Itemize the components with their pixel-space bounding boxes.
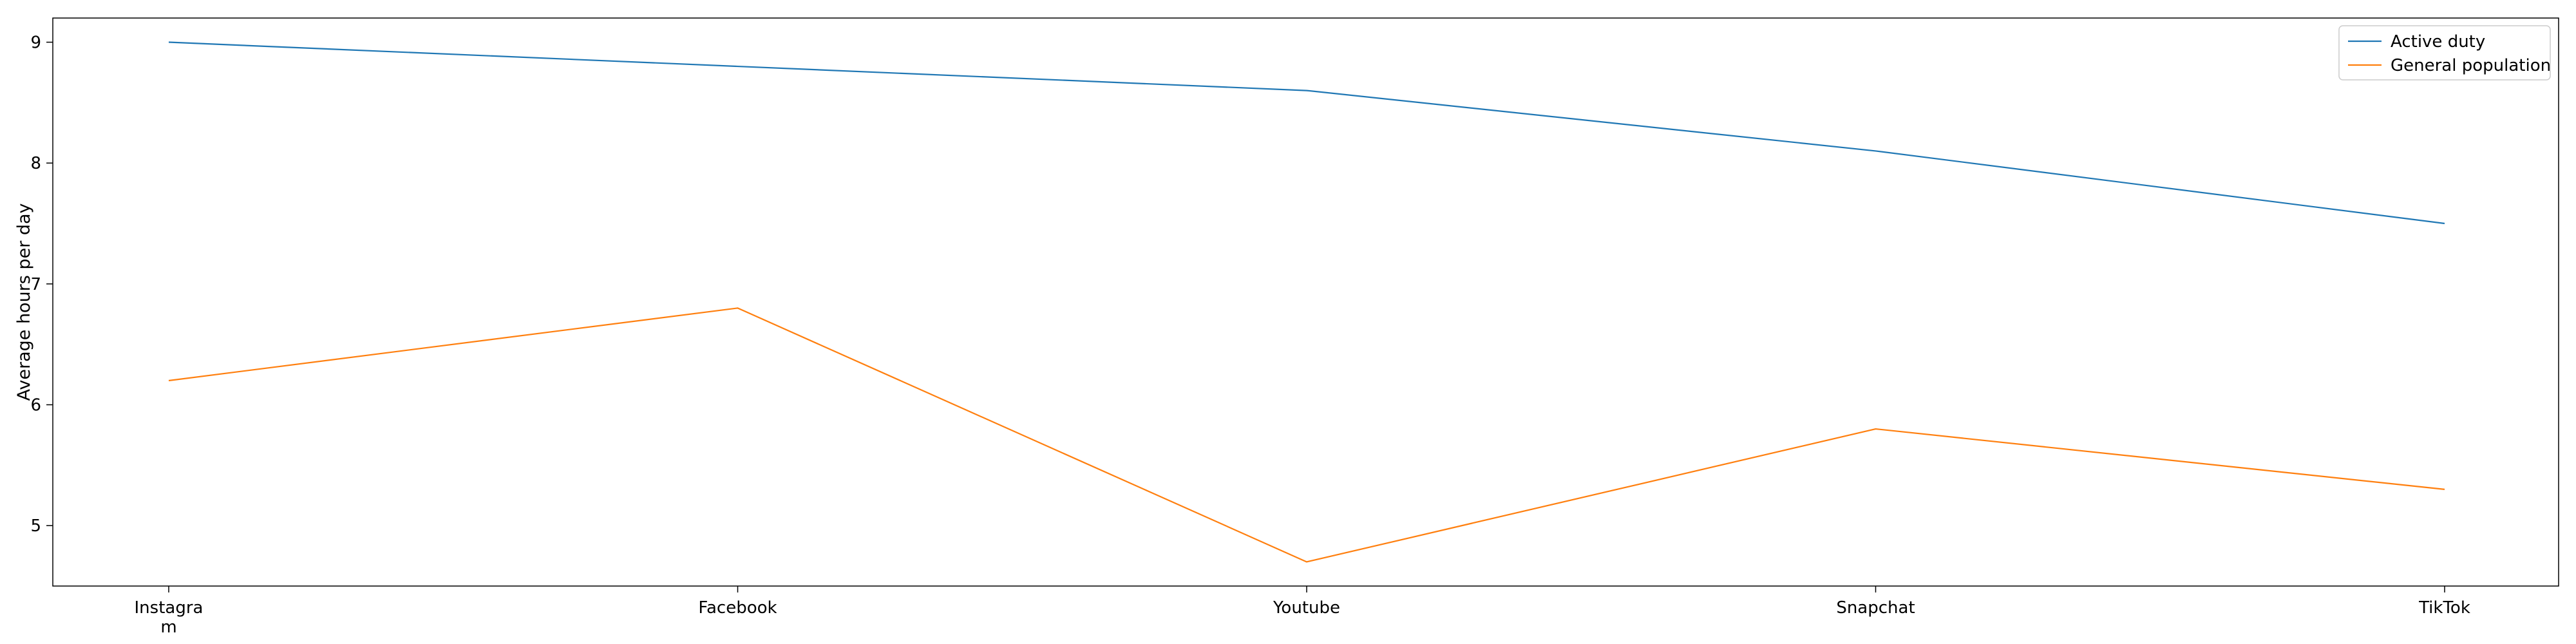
x-tick-label-3: Snapchat <box>1836 598 1915 618</box>
plot-area <box>52 17 2559 587</box>
y-axis: 5 6 7 8 9 <box>30 33 53 536</box>
y-tick-label-0: 5 <box>30 516 41 536</box>
y-tick-label-3: 8 <box>30 154 41 173</box>
x-tick-label-0: Instagra m <box>135 598 204 637</box>
y-tick-label-4: 9 <box>30 33 41 53</box>
y-axis-label: Average hours per day <box>14 203 34 401</box>
y-tick-label-2: 7 <box>30 275 41 294</box>
series-layer <box>168 41 2445 563</box>
x-tick-label-2: Youtube <box>1273 598 1340 618</box>
legend-label-1: General population <box>2391 56 2551 75</box>
y-tick-label-1: 6 <box>30 396 41 415</box>
x-tick-label-1: Facebook <box>698 598 777 618</box>
legend-box <box>2338 25 2551 80</box>
legend-label-0: Active duty <box>2391 32 2485 52</box>
x-axis: Instagra m Facebook Youtube Snapchat TikTok <box>135 586 2470 637</box>
x-tick-label-4: TikTok <box>2418 598 2470 618</box>
plot-frame <box>52 17 2559 587</box>
legend: Active duty General population <box>2338 25 2551 80</box>
